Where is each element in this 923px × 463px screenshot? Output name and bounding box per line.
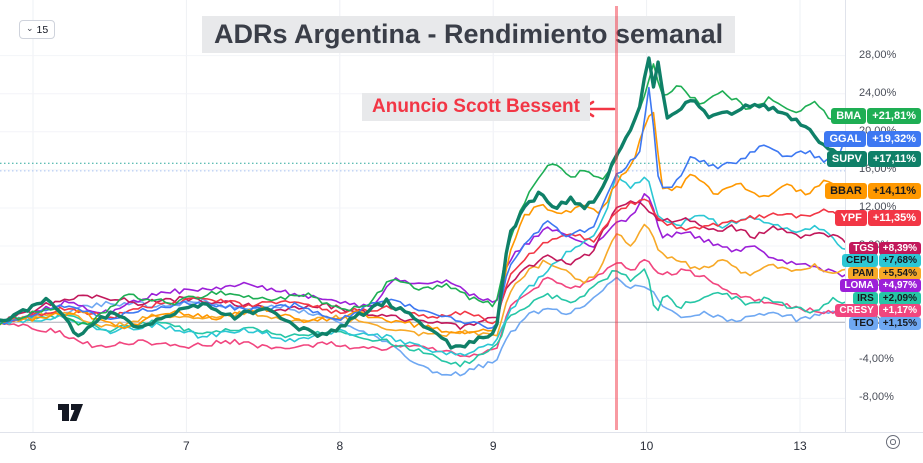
series-line-cresy — [0, 258, 845, 358]
ticker-change-value: +14,11% — [867, 183, 921, 199]
ticker-name: CRESY — [835, 304, 878, 317]
series-line-irs — [0, 268, 845, 368]
y-axis-label: -4,00% — [859, 353, 894, 366]
series-line-ypf — [0, 198, 845, 325]
ticker-name: SUPV — [826, 150, 867, 167]
ticker-change-value: +2,09% — [878, 291, 921, 305]
y-axis-label: 24,00% — [859, 86, 897, 99]
timezone-settings-icon[interactable] — [886, 435, 900, 449]
ticker-label-cresy[interactable]: CRESY +1,17% — [835, 304, 921, 317]
annotation-text[interactable]: Anuncio Scott Bessent — [362, 93, 590, 121]
ticker-label-loma[interactable]: LOMA +4,97% — [840, 279, 921, 292]
ticker-change-value: +5,54% — [878, 266, 921, 280]
ticker-change-value: +11,35% — [867, 210, 921, 226]
series-line-teo — [0, 276, 845, 377]
series-line-loma — [0, 193, 845, 325]
ticker-change-value: +21,81% — [867, 108, 921, 124]
ticker-name: TEO — [849, 316, 878, 330]
ticker-change-value: +17,11% — [867, 150, 921, 167]
x-axis-label: 8 — [336, 439, 344, 453]
tradingview-logo-icon[interactable] — [57, 401, 87, 423]
price-chart-canvas[interactable] — [0, 0, 845, 432]
series-line-supv — [0, 56, 845, 350]
price-axis[interactable]: 28,00%24,00%20,00%16,00%12,00%8,00%4,00%… — [824, 0, 923, 463]
series-line-bma — [0, 63, 845, 326]
event-vertical-line[interactable] — [615, 6, 618, 430]
ticker-label-teo[interactable]: TEO +1,15% — [849, 316, 921, 330]
ticker-label-ypf[interactable]: YPF +11,35% — [835, 210, 921, 226]
ticker-name: IRS — [853, 291, 878, 305]
ticker-change-value: +7,68% — [878, 254, 921, 267]
ticker-label-supv[interactable]: SUPV +17,11% — [826, 150, 921, 167]
ticker-name: PAM — [848, 266, 878, 280]
ticker-label-cepu[interactable]: CEPU +7,68% — [842, 254, 921, 267]
ticker-change-value: +8,39% — [878, 241, 921, 255]
page-title[interactable]: ADRs Argentina - Rendimiento semanal — [202, 16, 736, 53]
chevron-down-icon: ⌄ — [26, 22, 34, 33]
series-line-cepu — [0, 173, 845, 357]
y-axis-label: 28,00% — [859, 48, 897, 61]
ticker-name: TGS — [849, 241, 878, 255]
x-axis-label: 6 — [29, 439, 37, 453]
ticker-change-value: +4,97% — [878, 279, 921, 292]
ticker-label-tgs[interactable]: TGS +8,39% — [849, 241, 921, 255]
series-line-ggal — [0, 86, 845, 330]
series-line-pam — [0, 223, 845, 337]
ticker-label-bma[interactable]: BMA +21,81% — [831, 108, 921, 124]
ticker-change-value: +1,15% — [878, 316, 921, 330]
x-axis-label: 10 — [639, 439, 654, 453]
ticker-label-ggal[interactable]: GGAL +19,32% — [824, 131, 921, 147]
ticker-label-irs[interactable]: IRS +2,09% — [853, 291, 921, 305]
ticker-name: BMA — [831, 108, 867, 124]
series-line-tgs — [0, 200, 845, 330]
ticker-change-value: +1,17% — [878, 304, 921, 317]
ticker-name: LOMA — [840, 279, 878, 292]
ticker-change-value: +19,32% — [867, 131, 921, 147]
interval-value: 15 — [36, 23, 49, 36]
x-axis-label: 7 — [183, 439, 190, 453]
ticker-name: GGAL — [824, 131, 867, 147]
ticker-label-bbar[interactable]: BBAR +14,11% — [825, 183, 921, 199]
ticker-name: BBAR — [825, 183, 867, 199]
y-axis-label: 12,00% — [859, 200, 897, 213]
x-axis-label: 9 — [489, 439, 497, 453]
time-axis[interactable]: 6 7 8 9 10 13 — [0, 432, 923, 463]
y-axis-label: -8,00% — [859, 391, 894, 404]
interval-selector[interactable]: ⌄ 15 — [19, 20, 56, 39]
x-axis-label: 13 — [793, 439, 807, 453]
ticker-name: CEPU — [842, 254, 878, 267]
ticker-name: YPF — [835, 210, 867, 226]
ticker-label-pam[interactable]: PAM +5,54% — [848, 266, 921, 280]
